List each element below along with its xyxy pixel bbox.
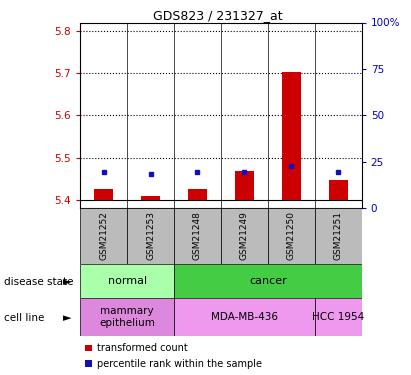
Bar xyxy=(80,298,174,336)
Bar xyxy=(174,298,315,336)
Text: MDA-MB-436: MDA-MB-436 xyxy=(211,312,278,322)
Text: ►: ► xyxy=(63,313,72,323)
Text: disease state: disease state xyxy=(4,277,74,287)
Text: GSM21253: GSM21253 xyxy=(146,211,155,260)
Text: cancer: cancer xyxy=(249,276,287,286)
Bar xyxy=(94,189,113,200)
Text: GSM21248: GSM21248 xyxy=(193,211,202,260)
Text: GSM21249: GSM21249 xyxy=(240,211,249,260)
Text: HCC 1954: HCC 1954 xyxy=(312,312,364,322)
Bar xyxy=(80,264,174,298)
Text: normal: normal xyxy=(108,276,147,286)
Bar xyxy=(315,208,362,264)
Text: ►: ► xyxy=(63,277,72,287)
Text: mammary
epithelium: mammary epithelium xyxy=(99,306,155,328)
Bar xyxy=(141,196,160,200)
Text: cell line: cell line xyxy=(4,313,44,323)
Bar xyxy=(127,208,174,264)
Bar xyxy=(235,171,254,200)
Text: percentile rank within the sample: percentile rank within the sample xyxy=(97,359,261,369)
Bar xyxy=(80,208,127,264)
Bar xyxy=(174,208,221,264)
Bar xyxy=(282,72,301,200)
Bar xyxy=(85,360,92,367)
Bar xyxy=(85,345,92,351)
Bar xyxy=(268,208,315,264)
Bar xyxy=(188,189,207,200)
Text: GSM21250: GSM21250 xyxy=(287,211,296,260)
Bar xyxy=(221,208,268,264)
Text: transformed count: transformed count xyxy=(97,343,187,353)
Bar xyxy=(329,180,348,200)
Bar xyxy=(174,264,362,298)
Text: GSM21252: GSM21252 xyxy=(99,211,108,260)
Text: GDS823 / 231327_at: GDS823 / 231327_at xyxy=(153,9,283,22)
Bar xyxy=(315,298,362,336)
Text: GSM21251: GSM21251 xyxy=(334,211,343,260)
